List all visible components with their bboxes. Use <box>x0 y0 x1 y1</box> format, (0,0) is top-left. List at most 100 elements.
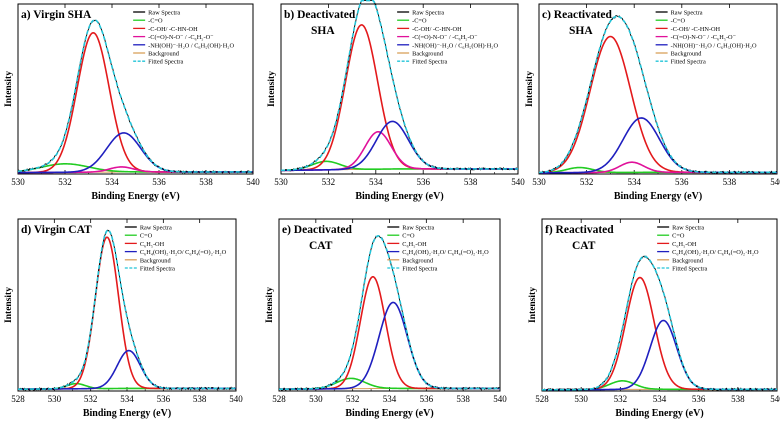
x-tick-label: 530 <box>574 394 588 404</box>
legend-entry: C₆H₅-OH <box>140 241 165 248</box>
legend-entry: -NH(OH)⁻·H₂O / C₆H₅(OH)·H₂O <box>412 42 498 49</box>
legend-entry: -C=O <box>148 18 163 25</box>
x-tick-label: 538 <box>456 394 470 404</box>
legend-entry: -C(=O)-N-O⁻ / -C₆H₅-O⁻ <box>671 34 736 41</box>
legend-entry: C=O <box>402 233 415 240</box>
x-tick-label: 534 <box>653 394 667 404</box>
panel-f: 528 530 532 534 536 538 540 Binding Energy (eV)… <box>528 218 780 419</box>
x-tick-label: 536 <box>152 177 166 187</box>
legend-entry: Raw Spectra <box>148 10 180 17</box>
panel-title: SHA <box>569 25 593 37</box>
x-tick-label: 538 <box>193 394 207 404</box>
y-axis-label: Intensity <box>4 287 14 323</box>
x-tick-label: 532 <box>322 177 336 187</box>
panel-title: SHA <box>311 25 335 37</box>
panel-title: d) Virgin CAT <box>21 224 92 236</box>
panel-title: f) Reactivated <box>545 224 614 236</box>
legend-entry: -C(=O)-N-O⁻ / -C₆H₅-O⁻ <box>148 34 213 41</box>
plot-frame <box>541 218 778 392</box>
x-axis-label: Binding Energy (eV) <box>615 408 703 419</box>
x-tick-label: 532 <box>58 177 72 187</box>
x-axis-label: Binding Energy (eV) <box>614 191 702 202</box>
legend-entry: Background <box>671 51 703 58</box>
panel-b: 530 532 534 536 538 540 Binding Energy (eV) Int… <box>267 0 525 202</box>
panel-d: 528 530 532 534 536 538 540 Binding Energy (eV)… <box>4 218 243 419</box>
x-tick-label: 532 <box>84 394 98 404</box>
x-tick-label: 532 <box>580 177 594 187</box>
x-tick-label: 530 <box>309 394 323 404</box>
x-tick-label: 536 <box>692 394 706 404</box>
legend-entry: Fitted Spectra <box>148 59 183 66</box>
legend-entry: Fitted Spectra <box>402 266 437 273</box>
x-tick-label: 534 <box>105 177 119 187</box>
legend-entry: Background <box>412 51 444 58</box>
panel-title: b) Deactivated <box>284 9 356 21</box>
x-tick-label: 534 <box>627 177 641 187</box>
legend-entry: Fitted Spectra <box>140 266 175 273</box>
panel-title: e) Deactivated <box>282 224 353 236</box>
panel-c: 530 532 534 536 538 540 Binding Energy (eV) Int… <box>525 3 780 202</box>
x-tick-label: 534 <box>369 177 383 187</box>
legend-entry: -C=O <box>671 18 686 25</box>
fitted-spectra-line <box>541 255 777 391</box>
x-tick-label: 540 <box>770 177 780 187</box>
fitted-spectra-line <box>18 229 236 390</box>
panel-a: 530 532 534 536 538 540 Binding Energy (eV) Int… <box>4 3 260 202</box>
x-tick-label: 536 <box>675 177 689 187</box>
legend-entry: Raw Spectra <box>672 225 704 232</box>
legend-entry: Background <box>402 257 434 264</box>
legend-entry: Raw Spectra <box>140 225 172 232</box>
legend-entry: C=O <box>672 233 685 240</box>
panel-title: c) Reactivated <box>542 9 613 21</box>
y-axis-label: Intensity <box>528 287 538 323</box>
legend-entry: -C-OH/ -C-HN-OH <box>412 26 462 33</box>
x-tick-label: 536 <box>157 394 171 404</box>
x-tick-label: 536 <box>420 394 434 404</box>
fitted-spectra-line <box>17 19 253 173</box>
x-tick-label: 540 <box>246 177 260 187</box>
x-tick-label: 530 <box>274 177 288 187</box>
legend-entry: -C(=O)-N-O⁻ / -C₆H₅-O⁻ <box>412 34 477 41</box>
legend-entry: Background <box>148 51 180 58</box>
legend-entry: C₆H₅-OH <box>672 241 697 248</box>
legend-entry: -C=O <box>412 18 427 25</box>
x-tick-label: 528 <box>272 394 286 404</box>
legend-entry: Fitted Spectra <box>412 59 447 66</box>
y-axis-label: Intensity <box>267 71 277 107</box>
x-axis-label: Binding Energy (eV) <box>91 191 179 202</box>
legend-entry: Fitted Spectra <box>672 266 707 273</box>
plot-frame <box>280 3 519 175</box>
x-tick-label: 540 <box>770 394 780 404</box>
legend-entry: C₆H₄(OH)₂·H₂O/ C₆H₄(=O)₂·H₂O <box>140 249 227 256</box>
legend-entry: -NH(OH)⁻·H₂O / C₆H₅(OH)·H₂O <box>148 42 234 49</box>
x-tick-label: 536 <box>416 177 430 187</box>
panel-title: a) Virgin SHA <box>21 9 92 21</box>
fitted-spectra-line <box>279 235 500 390</box>
plot-frame <box>17 218 237 392</box>
x-axis-label: Binding Energy (eV) <box>345 408 433 419</box>
x-tick-label: 528 <box>11 394 25 404</box>
x-tick-label: 532 <box>614 394 628 404</box>
x-tick-label: 540 <box>511 177 525 187</box>
x-tick-label: 530 <box>11 177 25 187</box>
x-tick-label: 530 <box>532 177 546 187</box>
x-tick-label: 540 <box>229 394 243 404</box>
legend-entry: C₆H₄(OH)₂·H₂O/ C₆H₄(=O)₂·H₂O <box>402 249 489 256</box>
legend-entry: -C-OH/ -C-HN-OH <box>671 26 721 33</box>
fitted-spectra-line <box>280 0 518 172</box>
legend-entry: Raw Spectra <box>412 10 444 17</box>
x-tick-label: 532 <box>346 394 360 404</box>
y-axis-label: Intensity <box>4 71 14 107</box>
legend-entry: C₆H₅-OH <box>402 241 427 248</box>
legend-entry: C=O <box>140 233 153 240</box>
panel-e: 528 530 532 534 536 538 540 Binding Energy (eV)… <box>265 218 507 419</box>
y-axis-label: Intensity <box>265 287 275 323</box>
x-tick-label: 540 <box>493 394 507 404</box>
x-axis-label: Binding Energy (eV) <box>355 191 443 202</box>
panel-title: CAT <box>309 240 333 252</box>
x-tick-label: 530 <box>48 394 62 404</box>
fitted-spectra-line <box>538 15 777 174</box>
x-tick-label: 534 <box>120 394 134 404</box>
panel-title: CAT <box>572 240 596 252</box>
